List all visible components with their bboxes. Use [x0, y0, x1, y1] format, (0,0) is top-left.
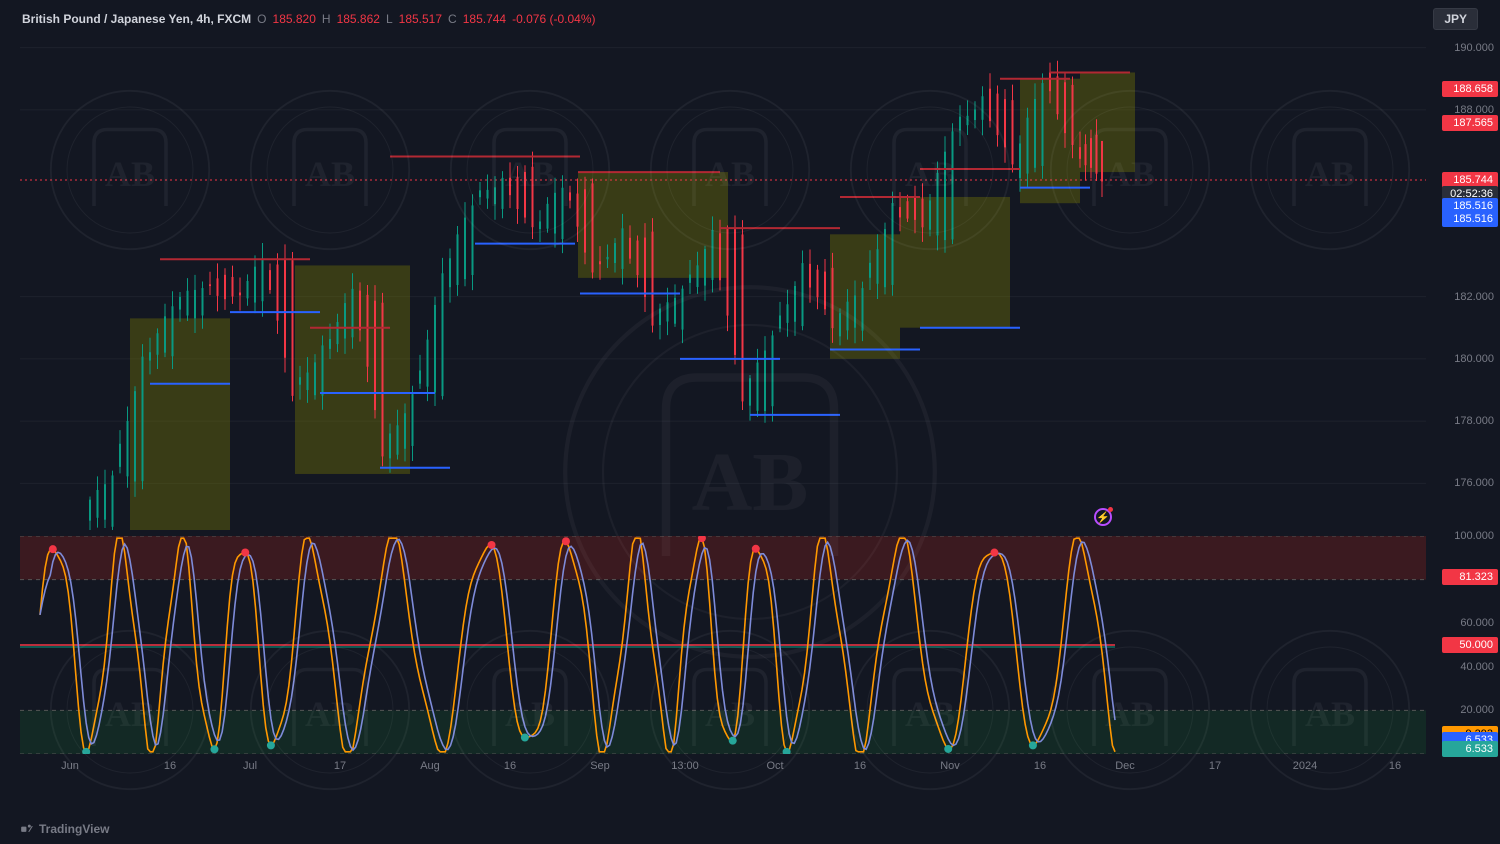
price-chart[interactable]	[20, 32, 1426, 530]
time-tick: 13:00	[671, 760, 699, 772]
symbol-title[interactable]: British Pound / Japanese Yen, 4h, FXCM	[22, 12, 251, 26]
time-tick: 16	[164, 760, 176, 772]
oscillator-chart[interactable]	[20, 536, 1426, 754]
time-tick: Jun	[61, 760, 79, 772]
time-tick: 17	[334, 760, 346, 772]
time-axis[interactable]: Jun 16 Jul 17 Aug 16 Sep 13:00 Oct 16 Nov 16 Dec 17 20…	[20, 756, 1426, 780]
time-tick: Jul	[243, 760, 257, 772]
time-tick: Oct	[766, 760, 783, 772]
flash-glyph: ⚡	[1096, 511, 1110, 524]
currency-button[interactable]: JPY	[1433, 8, 1478, 30]
osc-tag: 50.000	[1442, 637, 1498, 653]
osc-tick: 100.000	[1454, 530, 1494, 542]
price-tick: 190.000	[1454, 42, 1494, 54]
tradingview-brand[interactable]: TradingView	[20, 822, 109, 836]
time-tick: Nov	[940, 760, 960, 772]
osc-tick: 40.000	[1460, 661, 1494, 673]
time-tick: 16	[1034, 760, 1046, 772]
osc-tick: 60.000	[1460, 617, 1494, 629]
ohlc-o-label: O	[257, 12, 266, 26]
brand-text: TradingView	[39, 822, 109, 836]
osc-tick: 20.000	[1460, 704, 1494, 716]
ohlc-o: 185.820	[273, 12, 316, 26]
time-tick: 17	[1209, 760, 1221, 772]
price-chart-svg[interactable]	[20, 32, 1426, 530]
ohlc-h: 185.862	[337, 12, 380, 26]
header-bar: British Pound / Japanese Yen, 4h, FXCM O…	[22, 6, 1478, 32]
tradingview-logo-icon	[20, 822, 34, 836]
oscillator-axis[interactable]: 20.00040.00060.000100.00081.32350.0009.2…	[1426, 536, 1500, 754]
time-tick: 16	[504, 760, 516, 772]
replay-icon[interactable]: ⚡	[1094, 508, 1112, 526]
price-tag: 185.516	[1442, 211, 1498, 227]
oscillator-svg[interactable]	[20, 536, 1426, 754]
time-tick: 2024	[1293, 760, 1317, 772]
osc-tag: 6.533	[1442, 741, 1498, 757]
ohlc-c: 185.744	[463, 12, 506, 26]
price-tick: 178.000	[1454, 415, 1494, 427]
time-tick: Aug	[420, 760, 440, 772]
ohlc-delta: -0.076 (-0.04%)	[512, 12, 595, 26]
ohlc-l: 185.517	[399, 12, 442, 26]
time-tick: Sep	[590, 760, 610, 772]
ohlc-l-label: L	[386, 12, 393, 26]
price-tag: 187.565	[1442, 115, 1498, 131]
symbol-info[interactable]: British Pound / Japanese Yen, 4h, FXCM O…	[22, 12, 595, 26]
price-tick: 188.000	[1454, 104, 1494, 116]
ohlc-c-label: C	[448, 12, 457, 26]
price-tick: 182.000	[1454, 291, 1494, 303]
time-tick: 16	[1389, 760, 1401, 772]
osc-tag: 81.323	[1442, 569, 1498, 585]
price-tag: 188.658	[1442, 81, 1498, 97]
time-tick: 16	[854, 760, 866, 772]
time-tick: Dec	[1115, 760, 1135, 772]
price-axis[interactable]: 176.000 178.000 180.000 182.000 188.000 190.0…	[1426, 32, 1500, 530]
ohlc-h-label: H	[322, 12, 331, 26]
price-tick: 180.000	[1454, 353, 1494, 365]
price-tick: 176.000	[1454, 477, 1494, 489]
